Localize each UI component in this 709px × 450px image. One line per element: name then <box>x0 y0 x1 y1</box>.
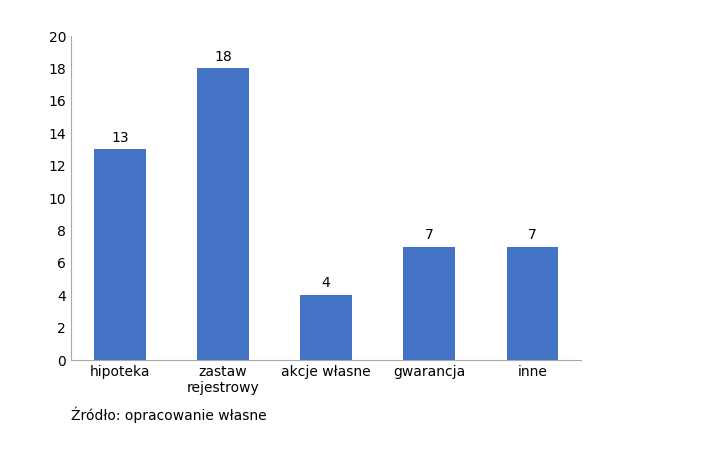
Text: 7: 7 <box>425 228 434 242</box>
Bar <box>197 68 249 360</box>
Bar <box>507 247 558 360</box>
Text: Źródło: opracowanie własne: Źródło: opracowanie własne <box>71 406 267 423</box>
Bar <box>301 295 352 360</box>
Text: 18: 18 <box>214 50 232 63</box>
Bar <box>403 247 455 360</box>
Text: 4: 4 <box>322 276 330 290</box>
Bar <box>94 149 145 360</box>
Text: 13: 13 <box>111 130 129 144</box>
Text: 7: 7 <box>528 228 537 242</box>
